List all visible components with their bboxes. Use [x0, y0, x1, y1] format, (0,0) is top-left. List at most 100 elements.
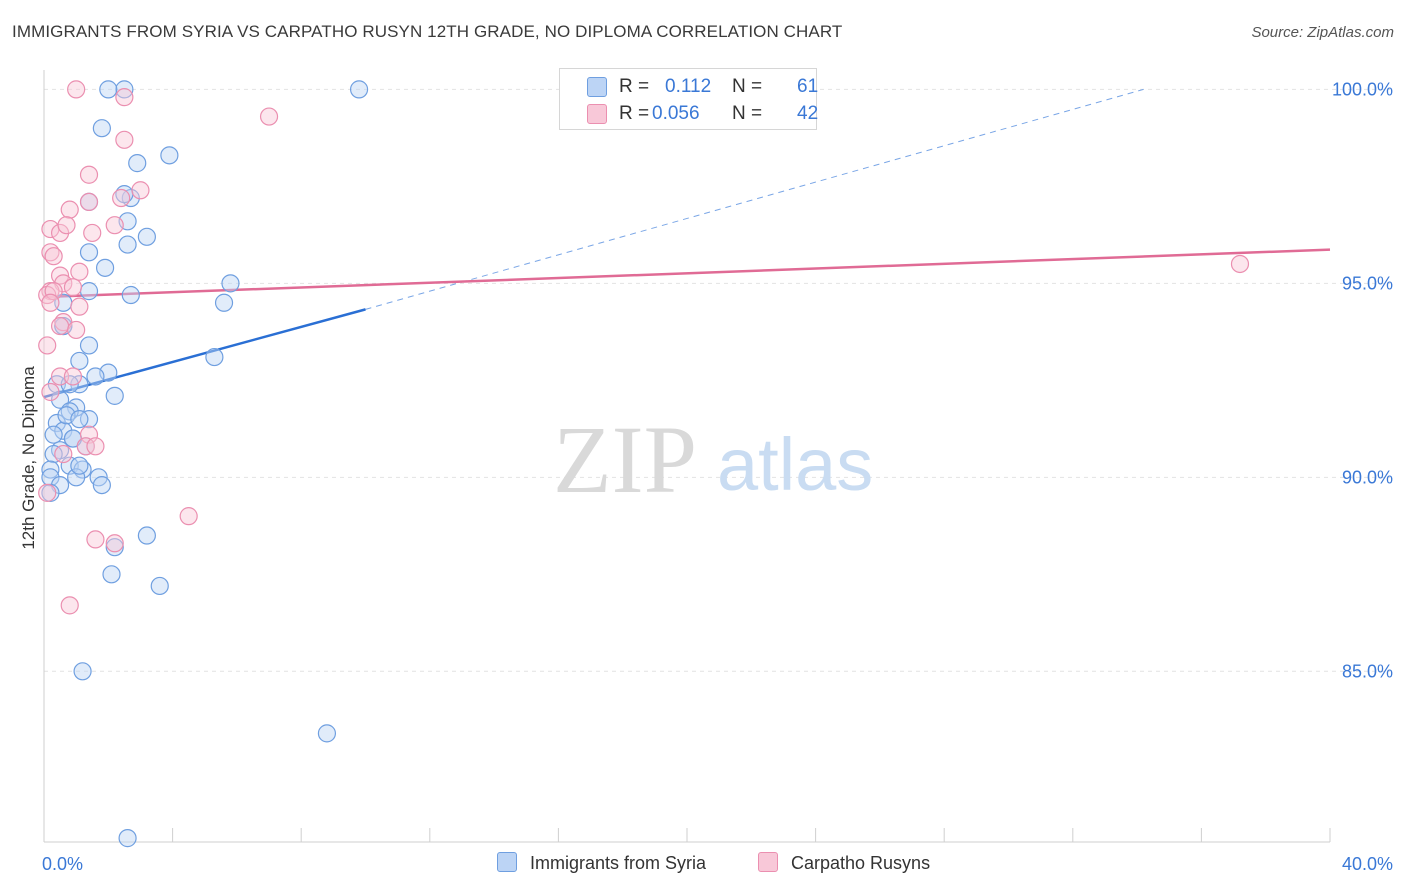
- y-tick-label: 100.0%: [1332, 79, 1393, 99]
- point-syria: [41, 460, 60, 479]
- bottom-legend-label-syria: Immigrants from Syria: [530, 853, 707, 873]
- point-rusyn: [41, 293, 60, 312]
- legend-n-value: 61: [797, 76, 819, 97]
- point-rusyn: [86, 437, 105, 456]
- point-syria: [54, 421, 73, 440]
- point-syria: [214, 293, 234, 312]
- trend-lines: [43, 88, 1331, 399]
- point-syria: [79, 282, 99, 301]
- point-rusyn: [76, 437, 95, 456]
- watermark: ZIP atlas: [553, 406, 873, 513]
- point-rusyn: [63, 367, 83, 386]
- point-syria: [121, 285, 140, 305]
- bottom-legend-label-rusyn: Carpatho Rusyns: [791, 853, 931, 873]
- legend-n-label: N =: [732, 76, 763, 97]
- gridlines: [44, 88, 1390, 672]
- point-rusyn: [105, 534, 124, 553]
- point-syria: [92, 119, 111, 138]
- point-rusyn: [83, 223, 102, 243]
- legend-swatch-syria: [587, 77, 607, 97]
- point-rusyn: [67, 80, 86, 99]
- point-rusyn: [63, 278, 83, 297]
- legend-n-label: N =: [732, 103, 763, 124]
- point-rusyn: [179, 507, 198, 526]
- point-rusyn: [41, 382, 60, 402]
- data-points: [38, 80, 1250, 848]
- point-rusyn: [60, 596, 79, 615]
- point-rusyn: [50, 316, 70, 336]
- point-syria: [221, 274, 240, 293]
- point-rusyn: [86, 530, 105, 549]
- point-syria: [67, 468, 86, 487]
- point-syria: [86, 367, 105, 386]
- point-rusyn: [60, 200, 79, 219]
- point-syria: [79, 243, 99, 262]
- point-rusyn: [70, 297, 89, 316]
- legend-r-label: R =: [619, 103, 650, 124]
- point-rusyn: [44, 247, 63, 266]
- x-tick-label: 0.0%: [42, 854, 83, 874]
- y-tick-label: 85.0%: [1342, 661, 1393, 681]
- point-rusyn: [57, 216, 76, 235]
- watermark-atlas: atlas: [717, 423, 873, 506]
- point-syria: [118, 235, 137, 254]
- point-rusyn: [38, 483, 57, 502]
- point-syria: [349, 80, 369, 99]
- point-rusyn: [259, 107, 279, 126]
- point-syria: [70, 456, 89, 475]
- point-syria: [105, 538, 124, 557]
- point-syria: [160, 146, 179, 165]
- axes: [43, 70, 1331, 843]
- point-syria: [92, 475, 111, 495]
- point-rusyn: [38, 336, 57, 355]
- point-rusyn: [50, 367, 70, 386]
- y-tick-label: 90.0%: [1342, 467, 1393, 487]
- point-syria: [317, 724, 337, 743]
- point-syria: [44, 444, 63, 464]
- point-syria: [70, 351, 89, 371]
- point-syria: [44, 425, 63, 444]
- x-tick-label: 40.0%: [1342, 854, 1393, 874]
- point-rusyn: [67, 320, 86, 340]
- point-syria: [95, 258, 115, 277]
- chart-title: IMMIGRANTS FROM SYRIA VS CARPATHO RUSYN …: [12, 22, 843, 41]
- point-syria: [50, 390, 70, 409]
- point-rusyn: [112, 188, 131, 208]
- legend-r-value: 0.056: [652, 103, 700, 124]
- point-syria: [99, 80, 118, 99]
- point-rusyn: [70, 262, 89, 281]
- point-syria: [205, 347, 224, 367]
- point-rusyn: [79, 165, 99, 184]
- trend-line-syria-extension: [365, 88, 1144, 310]
- legend: R = 0.112 N = 61 R = 0.056 N = 42: [559, 68, 819, 130]
- tick-labels: 100.0% 95.0% 90.0% 85.0% 0.0% 40.0%: [42, 79, 1393, 874]
- point-syria: [70, 410, 89, 429]
- point-syria: [118, 829, 137, 848]
- point-syria: [105, 386, 124, 405]
- legend-r-value: 0.112: [665, 76, 712, 97]
- point-syria: [115, 80, 134, 99]
- point-syria: [150, 576, 169, 596]
- bottom-legend-swatch-rusyn: [758, 852, 778, 872]
- legend-r-label: R =: [619, 76, 650, 97]
- point-syria: [41, 468, 60, 487]
- y-tick-label: 95.0%: [1342, 273, 1393, 293]
- point-rusyn: [79, 192, 99, 211]
- point-rusyn: [115, 88, 134, 107]
- point-syria: [79, 336, 99, 355]
- point-syria: [128, 154, 147, 173]
- watermark-zip: ZIP: [553, 406, 697, 513]
- trend-line-rusyn: [43, 248, 1331, 299]
- legend-n-value: 42: [797, 103, 819, 124]
- point-rusyn: [1230, 254, 1250, 274]
- point-syria: [137, 227, 156, 246]
- y-axis-label: 12th Grade, No Diploma: [19, 366, 38, 550]
- legend-swatch-rusyn: [587, 104, 607, 124]
- point-syria: [73, 662, 92, 681]
- point-syria: [137, 526, 156, 545]
- point-rusyn: [105, 216, 124, 235]
- point-rusyn: [131, 181, 150, 200]
- point-rusyn: [54, 444, 73, 464]
- point-rusyn: [44, 282, 63, 301]
